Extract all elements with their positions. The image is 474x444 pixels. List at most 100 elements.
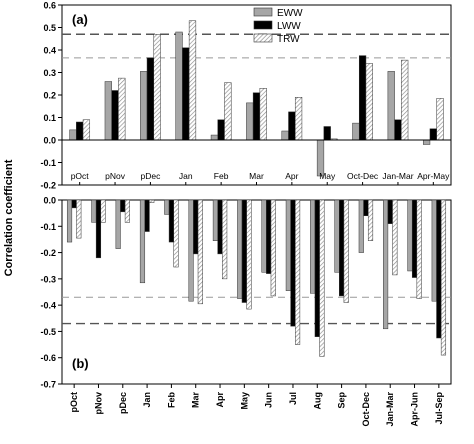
bar-b-lww-apr [217,199,223,255]
bar-b-trw-mar [197,199,203,305]
legend-swatch-lww [253,20,273,30]
panel-b-xtick-label: Jun [264,392,274,408]
panel-b-xtick-label: Jul [288,392,298,405]
bar-b-trw-apr [222,199,228,280]
panel-b-ytick-label: -0.2 [40,248,56,258]
bar-a-eww-oct-dec [352,122,360,141]
bar-b-lww-jan-mar [387,199,393,224]
bar-b-trw-aug [319,199,325,357]
panel-b-xtick-label: Jul-Sep [434,392,444,425]
bar-b-trw-jan-mar [392,199,398,276]
panel-a-xtick-label: May [319,171,336,181]
bar-b-eww-sep [334,199,340,273]
bar-a-eww-apr-may [422,139,431,145]
panel-a-xtick-label: pNov [105,171,126,181]
bar-b-eww-jan [139,199,146,284]
bar-a-eww-poct [69,129,77,141]
panel-b-xtick-label: pDec [118,392,128,414]
legend: EWW LWW TRW [253,7,303,45]
panel-a-xtick-label: Mar [249,171,264,181]
panel-a-ytick-label: 0.5 [43,23,56,33]
bar-a-trw-pnov [118,77,126,141]
bar-b-lww-may [241,199,247,303]
panel-a-ytick-label: 0.0 [43,136,56,146]
bar-b-lww-apr-jun [411,199,418,278]
bar-b-eww-oct-dec [358,199,364,253]
panel-a-xtick-label: Apr [285,171,298,181]
bar-a-lww-apr-may [429,128,437,141]
panel-b-xtick-label: Oct-Dec [361,392,371,427]
bar-b-trw-jan [149,199,155,203]
bar-a-eww-pnov [104,81,112,141]
panel-a-xtick-label: Feb [214,171,229,181]
bar-b-lww-pdec [120,199,126,213]
bar-a-lww-pdec [146,57,155,141]
bar-b-trw-jul [295,199,301,345]
bar-a-trw-oct-dec [365,63,373,141]
bar-a-lww-pnov [111,90,119,141]
legend-swatch-eww [253,7,273,17]
legend-swatch-trw [253,33,273,43]
panel-b-xtick-label: Apr [215,392,225,408]
panel-b-ytick-label: -0.3 [40,274,56,284]
bar-b-lww-aug [314,199,320,337]
bar-b-eww-jul-sep [431,199,437,302]
panel-b-xtick-label: Feb [166,392,176,409]
bar-a-trw-pdec [153,34,161,141]
panel-b-xtick-label: pOct [69,392,79,413]
bar-a-lww-poct [76,121,84,141]
bar-a-eww-pdec [140,71,148,141]
panel-b-xtick-label: May [239,392,249,410]
bar-b-lww-oct-dec [363,199,369,217]
bar-b-lww-jan [144,199,150,232]
bar-b-trw-feb [173,199,179,268]
panel-a-ytick-label: -0.2 [40,181,56,191]
panel-b-frame [61,199,452,385]
panel-a-xtick-label: Apr-May [417,171,450,181]
panel-b-ytick-label: 0.0 [43,196,56,206]
bar-b-trw-poct [76,199,82,239]
panel-a-ytick-label: -0.1 [40,158,56,168]
panel-a-ytick-label: 0.4 [43,46,56,56]
panel-b-ytick-label: -0.4 [40,301,56,311]
bar-b-trw-pdec [124,199,130,223]
bar-b-trw-pnov [100,199,106,223]
bar-a-eww-mar [246,102,254,141]
panel-b-label: (b) [72,356,89,371]
bar-a-trw-jan [188,20,197,141]
panel-a-xtick-label: pOct [71,171,90,181]
bar-b-eww-poct [66,199,73,243]
bar-b-lww-feb [168,199,174,243]
bar-b-trw-sep [343,199,349,303]
bar-a-lww-mar [252,92,261,141]
panel-b-xtick-label: Sep [337,392,347,409]
bar-a-eww-jan-mar [387,71,395,141]
panel-a-xtick-label: pDec [140,171,161,181]
bar-a-eww-jan [175,31,183,141]
panel-b-xtick-label: Jan [142,392,152,408]
bar-a-lww-apr [288,111,296,141]
panel-a-label: (a) [72,12,88,27]
legend-label-trw: TRW [277,34,300,45]
bar-a-lww-may [323,126,331,141]
bar-b-lww-sep [339,199,345,297]
panel-b-xtick-label: Mar [191,392,201,409]
bar-b-trw-apr-jun [416,199,422,299]
bar-b-eww-jan-mar [383,199,389,330]
bar-a-eww-apr [281,130,289,141]
bar-b-eww-mar [188,199,194,302]
bar-b-trw-jun [270,199,276,297]
bar-b-eww-feb [164,199,170,215]
bar-b-lww-jul-sep [436,199,442,339]
panel-a-ytick-label: 0.1 [43,113,56,123]
bar-b-trw-oct-dec [367,199,374,241]
panel-b-ytick-label: -0.1 [40,222,56,232]
panel-a-xtick-label: Jan-Mar [382,171,413,181]
bar-b-lww-mar [193,199,199,255]
panel-b-xtick-label: Aug [312,392,322,410]
panel-a-ytick-label: 0.2 [43,91,56,101]
panel-a-xtick-label: Oct-Dec [347,171,379,181]
bar-b-eww-aug [310,199,316,294]
